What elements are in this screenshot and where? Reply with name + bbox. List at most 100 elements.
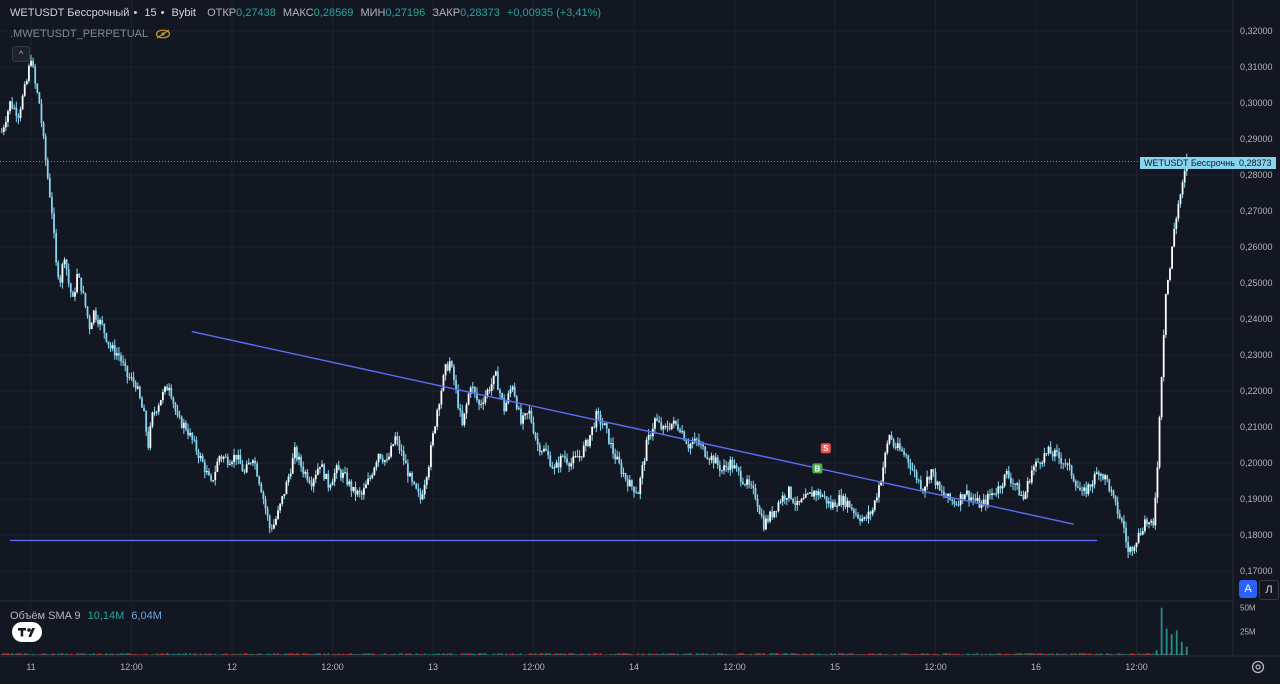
candle-body xyxy=(384,460,386,462)
volume-bar xyxy=(1039,653,1041,655)
volume-bar xyxy=(1060,654,1062,655)
tradingview-logo[interactable] xyxy=(12,622,42,642)
candle-body xyxy=(126,366,128,377)
interval[interactable]: 15 xyxy=(144,7,156,19)
settings-icon[interactable] xyxy=(1251,660,1265,674)
volume-tick-label: 50M xyxy=(1240,604,1256,613)
candle-body xyxy=(771,512,773,518)
volume-bar xyxy=(277,653,279,655)
candle-body xyxy=(510,390,512,394)
eye-hidden-icon[interactable] xyxy=(155,29,171,39)
candle-body xyxy=(497,371,499,389)
volume-bar xyxy=(7,653,9,655)
volume-bar xyxy=(436,653,438,655)
volume-bar xyxy=(1016,654,1018,655)
candle-body xyxy=(225,457,227,458)
candle-body xyxy=(807,494,809,495)
candle-body xyxy=(679,430,681,433)
volume-bar xyxy=(223,654,225,655)
volume-bar xyxy=(976,653,978,655)
volume-bar xyxy=(47,654,49,655)
candle-body xyxy=(334,473,336,482)
volume-bar xyxy=(89,654,91,655)
volume-bar xyxy=(290,653,292,655)
volume-bar xyxy=(708,654,710,655)
candle-body xyxy=(591,427,593,435)
volume-bar xyxy=(1062,654,1064,655)
y-tick-label: 0,29000 xyxy=(1240,134,1273,144)
volume-bar xyxy=(348,654,350,655)
x-tick-label: 12 xyxy=(227,662,237,672)
symbol-name[interactable]: WETUSDT Бессрочный xyxy=(10,7,129,19)
candle-body xyxy=(478,400,480,405)
candle-body xyxy=(1008,471,1010,478)
volume-bar xyxy=(129,653,131,655)
candle-body xyxy=(411,473,413,481)
volume-bar xyxy=(43,653,45,655)
volume-bar xyxy=(681,654,683,655)
volume-bar xyxy=(355,654,357,655)
candle-body xyxy=(376,462,378,467)
volume-bar xyxy=(434,654,436,655)
volume-bar xyxy=(589,654,591,655)
volume-bar xyxy=(160,654,162,655)
candle-body xyxy=(1129,547,1131,552)
volume-legend[interactable]: Объём SMA 9 10,14M 6,04M xyxy=(10,610,166,622)
candle-body xyxy=(621,463,623,474)
volume-bar xyxy=(748,654,750,655)
volume-bar xyxy=(208,654,210,655)
candle-body xyxy=(147,432,149,448)
volume-bar xyxy=(1069,654,1071,655)
y-tick-label: 0,24000 xyxy=(1240,314,1273,324)
volume-bar xyxy=(122,653,124,655)
volume-bar xyxy=(729,654,731,655)
candle-body xyxy=(644,461,646,465)
volume-bar xyxy=(606,654,608,655)
volume-bar xyxy=(22,654,24,655)
candle-body xyxy=(108,342,110,345)
volume-bar xyxy=(82,653,84,655)
candle-body xyxy=(759,507,761,514)
volume-bar xyxy=(99,654,101,655)
indicator-name[interactable]: .MWETUSDT_PERPETUAL xyxy=(10,28,148,40)
volume-bar xyxy=(725,654,727,655)
volume-bar xyxy=(1098,654,1100,655)
candle-body xyxy=(248,463,250,465)
volume-bar xyxy=(338,654,340,655)
volume-bar xyxy=(319,653,321,655)
volume-bar xyxy=(384,653,386,655)
volume-bar xyxy=(870,654,872,655)
candle-body xyxy=(417,489,419,492)
volume-bar xyxy=(572,653,574,655)
volume-bar xyxy=(311,654,313,655)
volume-bar xyxy=(671,654,673,655)
candle-body xyxy=(373,468,375,475)
y-tick-label: 0,26000 xyxy=(1240,242,1273,252)
candle-body xyxy=(819,491,821,496)
candle-body xyxy=(137,387,139,389)
volume-bar xyxy=(103,654,105,655)
volume-bar xyxy=(696,653,698,655)
candle-body xyxy=(258,476,260,484)
auto-scale-button[interactable]: A xyxy=(1239,580,1257,598)
volume-bar xyxy=(1025,653,1027,655)
volume-bar xyxy=(315,654,317,655)
candle-body xyxy=(300,457,302,467)
volume-bar xyxy=(842,653,844,655)
volume-bar xyxy=(258,654,260,655)
candle-body xyxy=(344,472,346,473)
candle-body xyxy=(256,464,258,477)
candle-body xyxy=(533,422,535,433)
candle-body xyxy=(956,504,958,505)
volume-bar xyxy=(164,654,166,655)
candle-body xyxy=(937,482,939,485)
candle-body xyxy=(179,416,181,417)
indicator-legend[interactable]: .MWETUSDT_PERPETUAL xyxy=(10,28,171,40)
log-scale-button[interactable]: Л xyxy=(1259,580,1279,600)
candle-body xyxy=(286,482,288,494)
candle-body xyxy=(1075,481,1077,487)
collapse-legend-button[interactable]: ^ xyxy=(12,46,30,62)
volume-sma-value: 6,04M xyxy=(131,610,162,622)
